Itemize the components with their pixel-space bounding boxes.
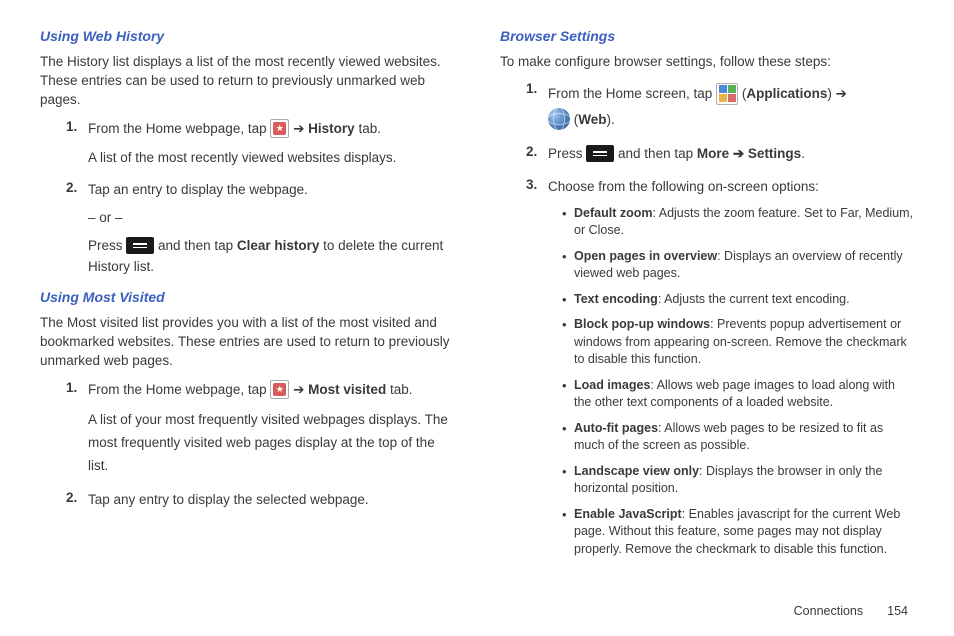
text: and then tap (158, 238, 237, 253)
option-desc: : Adjusts the current text encoding. (658, 292, 850, 306)
intro-most-visited: The Most visited list provides you with … (40, 313, 454, 370)
web-globe-icon (548, 108, 570, 130)
step-2: 2. Tap an entry to display the webpage. … (66, 180, 454, 277)
text: From the Home webpage, tap (88, 382, 270, 397)
option-label: Default zoom (574, 206, 652, 220)
web-label: Web (578, 112, 606, 127)
applications-label: Applications (746, 86, 827, 101)
right-column: Browser Settings To make configure brows… (500, 28, 914, 570)
option-label: Text encoding (574, 292, 658, 306)
bookmark-star-icon: ★ (270, 380, 289, 399)
step-number: 1. (66, 119, 77, 134)
footer-section-label: Connections (794, 604, 864, 618)
menu-icon (586, 145, 614, 162)
text: Tap an entry to display the webpage. (88, 180, 454, 200)
left-column: Using Web History The History list displ… (40, 28, 454, 570)
step-2: 2. Tap any entry to display the selected… (66, 490, 454, 510)
text: – or – (88, 208, 454, 228)
text: . (801, 146, 805, 161)
option-enable-javascript: Enable JavaScript: Enables javascript fo… (562, 506, 914, 559)
option-auto-fit: Auto-fit pages: Allows web pages to be r… (562, 420, 914, 455)
footer-page-number: 154 (887, 604, 908, 618)
option-label: Open pages in overview (574, 249, 717, 263)
step-number: 2. (66, 180, 77, 195)
text: ). (607, 112, 615, 127)
text: A list of your most frequently visited w… (88, 409, 454, 478)
text: Press (88, 238, 126, 253)
step-body: Press and then tap More ➔ Settings. (548, 144, 914, 164)
step-body: From the Home webpage, tap ★ ➔ Most visi… (88, 380, 454, 477)
step-number: 1. (526, 81, 537, 96)
option-open-pages-overview: Open pages in overview: Displays an over… (562, 248, 914, 283)
text: tab. (355, 121, 381, 136)
heading-web-history: Using Web History (40, 28, 454, 44)
option-default-zoom: Default zoom: Adjusts the zoom feature. … (562, 205, 914, 240)
steps-most-visited: 1. From the Home webpage, tap ★ ➔ Most v… (40, 380, 454, 509)
intro-browser-settings: To make configure browser settings, foll… (500, 52, 914, 71)
steps-web-history: 1. From the Home webpage, tap ★ ➔ Histor… (40, 119, 454, 277)
step-2: 2. Press and then tap More ➔ Settings. (526, 144, 914, 164)
text: ) ➔ (827, 86, 847, 101)
step-number: 1. (66, 380, 77, 395)
option-label: Auto-fit pages (574, 421, 658, 435)
text: tab. (386, 382, 412, 397)
history-tab-label: History (308, 121, 355, 136)
option-label: Load images (574, 378, 650, 392)
more-settings-label: More ➔ Settings (697, 146, 801, 161)
page-footer: Connections 154 (794, 604, 908, 618)
applications-icon (716, 83, 738, 105)
heading-browser-settings: Browser Settings (500, 28, 914, 44)
arrow: ➔ (293, 121, 308, 136)
step-1: 1. From the Home screen, tap (Applicatio… (526, 81, 914, 132)
two-column-layout: Using Web History The History list displ… (40, 28, 914, 570)
option-label: Enable JavaScript (574, 507, 682, 521)
option-label: Landscape view only (574, 464, 699, 478)
step-1: 1. From the Home webpage, tap ★ ➔ Most v… (66, 380, 454, 477)
menu-icon (126, 237, 154, 254)
clear-history-label: Clear history (237, 238, 320, 253)
option-load-images: Load images: Allows web page images to l… (562, 377, 914, 412)
step-body: From the Home webpage, tap ★ ➔ History t… (88, 119, 454, 168)
step-number: 2. (66, 490, 77, 505)
step-number: 3. (526, 177, 537, 192)
arrow: ➔ (293, 382, 308, 397)
step-body: Choose from the following on-screen opti… (548, 177, 914, 559)
bookmark-star-icon: ★ (270, 119, 289, 138)
step-body: Tap an entry to display the webpage. – o… (88, 180, 454, 277)
text: Choose from the following on-screen opti… (548, 177, 914, 197)
step-body: Tap any entry to display the selected we… (88, 490, 454, 510)
text: and then tap (618, 146, 697, 161)
option-text-encoding: Text encoding: Adjusts the current text … (562, 291, 914, 309)
step-body: From the Home screen, tap (Applications)… (548, 81, 914, 132)
step-1: 1. From the Home webpage, tap ★ ➔ Histor… (66, 119, 454, 168)
text: A list of the most recently viewed websi… (88, 148, 454, 168)
option-landscape-only: Landscape view only: Displays the browse… (562, 463, 914, 498)
steps-browser-settings: 1. From the Home screen, tap (Applicatio… (500, 81, 914, 558)
step-number: 2. (526, 144, 537, 159)
heading-most-visited: Using Most Visited (40, 289, 454, 305)
options-bullet-list: Default zoom: Adjusts the zoom feature. … (548, 205, 914, 559)
text: From the Home screen, tap (548, 86, 716, 101)
option-label: Block pop-up windows (574, 317, 710, 331)
option-block-popup: Block pop-up windows: Prevents popup adv… (562, 316, 914, 369)
text: Tap any entry to display the selected we… (88, 490, 454, 510)
most-visited-tab-label: Most visited (308, 382, 386, 397)
intro-web-history: The History list displays a list of the … (40, 52, 454, 109)
text: Press (548, 146, 586, 161)
text: From the Home webpage, tap (88, 121, 270, 136)
step-3: 3. Choose from the following on-screen o… (526, 177, 914, 559)
